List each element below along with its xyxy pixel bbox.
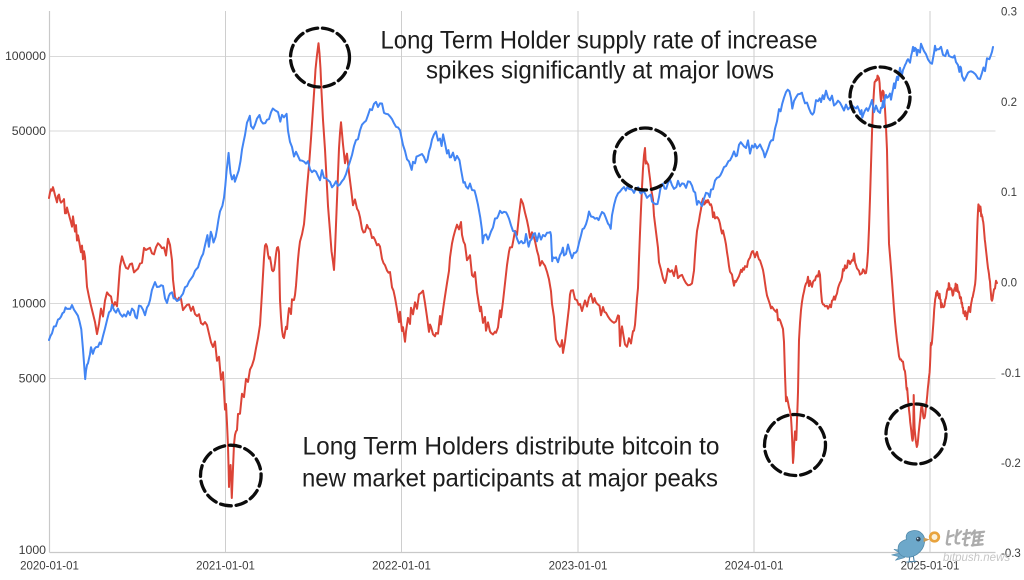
svg-text:0.2: 0.2 xyxy=(1001,97,1017,109)
svg-text:2021-01-01: 2021-01-01 xyxy=(196,561,255,573)
svg-text:-0.1: -0.1 xyxy=(1001,368,1021,380)
svg-text:new market participants at maj: new market participants at major peaks xyxy=(302,465,718,493)
svg-text:2020-01-01: 2020-01-01 xyxy=(20,561,79,573)
svg-text:0.1: 0.1 xyxy=(1001,187,1017,199)
svg-text:Long Term Holders distribute b: Long Term Holders distribute bitcoin to xyxy=(303,433,720,461)
svg-text:2025-01-01: 2025-01-01 xyxy=(901,561,960,573)
svg-text:100000: 100000 xyxy=(5,49,46,63)
svg-text:-0.2: -0.2 xyxy=(1001,458,1021,470)
svg-text:0.0: 0.0 xyxy=(1001,278,1017,290)
svg-text:10000: 10000 xyxy=(12,297,46,311)
svg-text:2024-01-01: 2024-01-01 xyxy=(725,561,784,573)
svg-text:5000: 5000 xyxy=(19,372,47,386)
svg-text:Long Term Holder supply rate o: Long Term Holder supply rate of increase xyxy=(381,27,818,55)
svg-text:2022-01-01: 2022-01-01 xyxy=(372,561,431,573)
svg-text:spikes significantly at major: spikes significantly at major lows xyxy=(426,57,774,85)
svg-text:1000: 1000 xyxy=(19,543,47,557)
svg-text:bitpush.news: bitpush.news xyxy=(943,552,1010,564)
svg-text:-0.3: -0.3 xyxy=(1001,548,1021,560)
svg-text:0.3: 0.3 xyxy=(1001,7,1017,19)
svg-text:2023-01-01: 2023-01-01 xyxy=(549,561,608,573)
svg-text:50000: 50000 xyxy=(12,124,46,138)
